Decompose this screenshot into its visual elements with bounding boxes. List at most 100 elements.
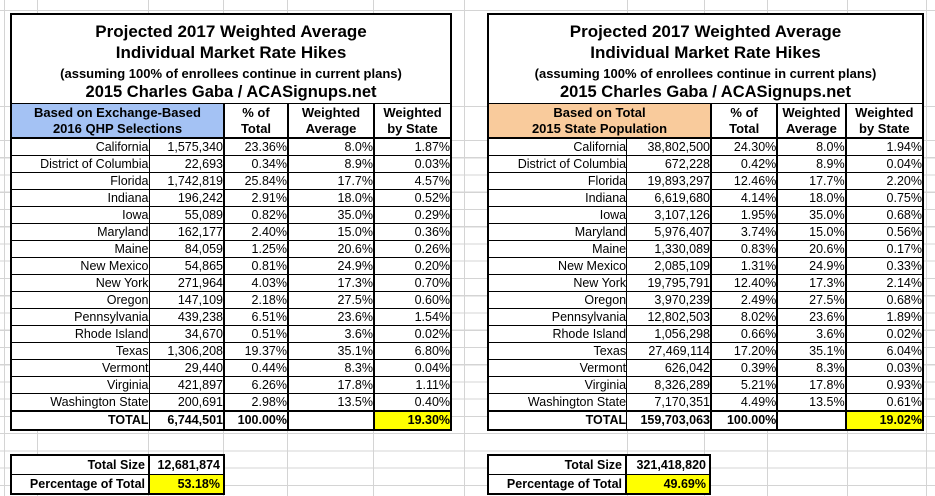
cell-weighted-by-state[interactable]: 0.52% (372, 189, 452, 207)
cell-weighted-by-state[interactable]: 0.40% (372, 393, 452, 412)
cell-weighted-by-state[interactable]: 6.80% (372, 342, 452, 360)
cell-state-name[interactable]: Virginia (10, 376, 150, 394)
pct-of-total-value[interactable]: 49.69% (625, 475, 709, 493)
cell-state-name[interactable]: Indiana (487, 189, 628, 207)
cell-population[interactable]: 27,469,114 (626, 342, 712, 360)
cell-total-weighted-by-state[interactable]: 19.02% (844, 410, 924, 431)
cell-state-name[interactable]: Virginia (487, 376, 628, 394)
cell-weighted-average[interactable]: 17.3% (776, 274, 847, 292)
cell-state-name[interactable]: Vermont (10, 359, 150, 377)
cell-weighted-by-state[interactable]: 0.70% (372, 274, 452, 292)
cell-weighted-average[interactable]: 8.9% (287, 155, 375, 173)
cell-weighted-average[interactable]: 8.0% (287, 137, 375, 156)
cell-weighted-average[interactable]: 17.7% (776, 172, 847, 190)
cell-weighted-average[interactable]: 18.0% (287, 189, 375, 207)
cell-state-name[interactable]: Indiana (10, 189, 150, 207)
cell-weighted-average[interactable]: 8.9% (776, 155, 847, 173)
cell-pct-of-total[interactable]: 6.26% (223, 376, 289, 394)
cell-population[interactable]: 3,107,126 (626, 206, 712, 224)
cell-weighted-average[interactable]: 20.6% (776, 240, 847, 258)
cell-pct-of-total[interactable]: 4.49% (709, 393, 778, 412)
cell-weighted-average[interactable]: 24.9% (287, 257, 375, 275)
cell-pct-of-total[interactable]: 2.18% (223, 291, 289, 309)
cell-enrollment[interactable]: 439,238 (148, 308, 225, 326)
cell-weighted-by-state[interactable]: 0.61% (844, 393, 924, 412)
cell-state-name[interactable]: Washington State (10, 393, 150, 412)
col-header-weighted-by-state[interactable]: Weighted by State (844, 103, 924, 139)
cell-total-enrollment[interactable]: 6,744,501 (148, 410, 225, 431)
cell-weighted-average[interactable]: 8.0% (776, 137, 847, 156)
cell-enrollment[interactable]: 1,575,340 (148, 137, 225, 156)
cell-weighted-average[interactable]: 15.0% (776, 223, 847, 241)
cell-pct-of-total[interactable]: 23.36% (223, 137, 289, 156)
cell-weighted-average[interactable]: 8.3% (287, 359, 375, 377)
cell-enrollment[interactable]: 84,059 (148, 240, 225, 258)
cell-pct-of-total[interactable]: 0.39% (709, 359, 778, 377)
cell-state-name[interactable]: Vermont (487, 359, 628, 377)
cell-weighted-average[interactable]: 24.9% (776, 257, 847, 275)
cell-population[interactable]: 672,228 (626, 155, 712, 173)
cell-pct-of-total[interactable]: 5.21% (709, 376, 778, 394)
cell-state-name[interactable]: District of Columbia (10, 155, 150, 173)
cell-state-name[interactable]: Maine (487, 240, 628, 258)
cell-weighted-by-state[interactable]: 0.33% (844, 257, 924, 275)
cell-weighted-by-state[interactable]: 0.93% (844, 376, 924, 394)
cell-pct-of-total[interactable]: 19.37% (223, 342, 289, 360)
cell-weighted-average[interactable]: 17.8% (776, 376, 847, 394)
cell-weighted-average[interactable]: 15.0% (287, 223, 375, 241)
cell-pct-of-total[interactable]: 0.83% (709, 240, 778, 258)
cell-weighted-average[interactable]: 35.0% (287, 206, 375, 224)
cell-pct-of-total[interactable]: 12.40% (709, 274, 778, 292)
pct-of-total-label[interactable]: Percentage of Total (29, 477, 145, 491)
cell-pct-of-total[interactable]: 4.03% (223, 274, 289, 292)
cell-total-pct[interactable]: 100.00% (223, 410, 289, 431)
col-header-weighted-average[interactable]: Weighted Average (776, 103, 847, 139)
cell-weighted-by-state[interactable]: 0.68% (844, 291, 924, 309)
cell-enrollment[interactable]: 55,089 (148, 206, 225, 224)
cell-weighted-by-state[interactable]: 0.20% (372, 257, 452, 275)
cell-population[interactable]: 8,326,289 (626, 376, 712, 394)
cell-weighted-average[interactable]: 35.1% (776, 342, 847, 360)
cell-pct-of-total[interactable]: 0.66% (709, 325, 778, 343)
cell-population[interactable]: 38,802,500 (626, 137, 712, 156)
total-size-label[interactable]: Total Size (489, 456, 625, 475)
cell-weighted-average[interactable]: 17.7% (287, 172, 375, 190)
cell-population[interactable]: 5,976,407 (626, 223, 712, 241)
cell-population[interactable]: 626,042 (626, 359, 712, 377)
cell-weighted-average[interactable]: 13.5% (287, 393, 375, 412)
cell-population[interactable]: 6,619,680 (626, 189, 712, 207)
cell-weighted-average[interactable]: 13.5% (776, 393, 847, 412)
cell-pct-of-total[interactable]: 4.14% (709, 189, 778, 207)
cell-enrollment[interactable]: 196,242 (148, 189, 225, 207)
cell-pct-of-total[interactable]: 25.84% (223, 172, 289, 190)
cell-population[interactable]: 1,330,089 (626, 240, 712, 258)
cell-weighted-by-state[interactable]: 1.94% (844, 137, 924, 156)
cell-weighted-by-state[interactable]: 0.02% (844, 325, 924, 343)
cell-enrollment[interactable]: 1,742,819 (148, 172, 225, 190)
cell-weighted-by-state[interactable]: 0.03% (372, 155, 452, 173)
cell-weighted-average[interactable]: 8.3% (776, 359, 847, 377)
cell-weighted-by-state[interactable]: 0.02% (372, 325, 452, 343)
cell-state-name[interactable]: Texas (10, 342, 150, 360)
total-size-label[interactable]: Total Size (12, 456, 148, 475)
cell-weighted-by-state[interactable]: 0.36% (372, 223, 452, 241)
cell-pct-of-total[interactable]: 0.34% (223, 155, 289, 173)
cell-pct-of-total[interactable]: 0.44% (223, 359, 289, 377)
cell-weighted-by-state[interactable]: 0.68% (844, 206, 924, 224)
total-size-value[interactable]: 321,418,820 (625, 456, 709, 475)
cell-weighted-by-state[interactable]: 6.04% (844, 342, 924, 360)
cell-pct-of-total[interactable]: 12.46% (709, 172, 778, 190)
cell-total-weighted-average[interactable] (776, 410, 847, 431)
cell-state-name[interactable]: California (487, 137, 628, 156)
col-header-pct-of-total[interactable]: % of Total (223, 103, 289, 139)
cell-state-name[interactable]: Maryland (10, 223, 150, 241)
cell-weighted-by-state[interactable]: 2.14% (844, 274, 924, 292)
cell-pct-of-total[interactable]: 8.02% (709, 308, 778, 326)
cell-population[interactable]: 19,795,791 (626, 274, 712, 292)
cell-state-name[interactable]: New Mexico (487, 257, 628, 275)
cell-state-name[interactable]: Maine (10, 240, 150, 258)
cell-weighted-average[interactable]: 3.6% (287, 325, 375, 343)
cell-weighted-by-state[interactable]: 0.29% (372, 206, 452, 224)
cell-weighted-by-state[interactable]: 1.54% (372, 308, 452, 326)
cell-population[interactable]: 12,802,503 (626, 308, 712, 326)
